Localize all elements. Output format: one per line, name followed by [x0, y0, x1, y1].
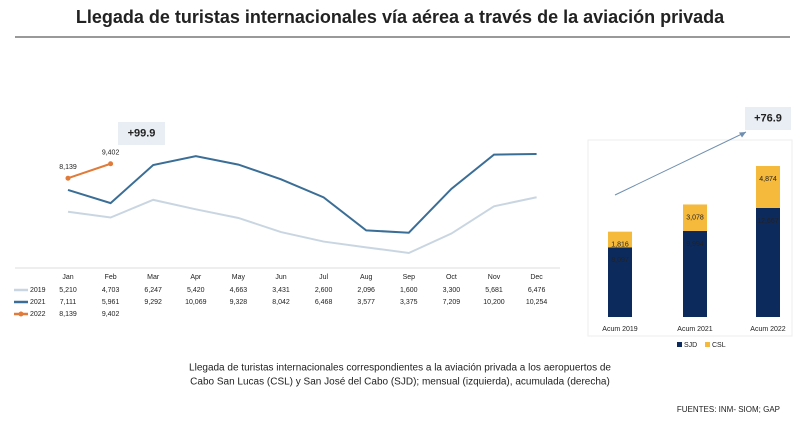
legend-label: SJD	[684, 342, 697, 349]
data-label: 8,097	[611, 257, 629, 264]
table-cell: 5,420	[187, 287, 205, 294]
trend-arrow	[614, 131, 747, 196]
table-cell: 3,300	[443, 287, 461, 294]
table-cell: 3,577	[357, 299, 375, 306]
bar-segment	[756, 207, 780, 317]
data-label: 3,078	[686, 214, 704, 221]
annotation-box	[745, 107, 791, 130]
series-line	[67, 153, 537, 234]
x-tick-label: Sep	[403, 274, 416, 281]
legend-label: 2021	[30, 299, 46, 306]
legend-swatch	[677, 342, 682, 347]
title: Llegada de turistas internacionales vía …	[76, 7, 725, 27]
x-tick-label: Aug	[360, 274, 373, 281]
table-cell: 5,961	[102, 299, 120, 306]
table-cell: 9,292	[144, 299, 162, 306]
table-cell: 4,703	[102, 287, 120, 294]
data-label: 1,816	[611, 242, 629, 249]
x-tick-label: Apr	[190, 274, 202, 281]
table-cell: 2,600	[315, 287, 333, 294]
table-cell: 9,328	[230, 299, 248, 306]
point-marker	[65, 175, 71, 181]
legend-label: 2022	[30, 311, 46, 318]
data-label: 12,667	[757, 218, 779, 225]
x-tick-label: Jul	[319, 274, 328, 281]
data-label: 4,874	[759, 176, 777, 183]
table-cell: 6,476	[528, 287, 546, 294]
bar-segment	[608, 247, 632, 317]
x-tick-label: Acum 2019	[602, 326, 638, 333]
table-cell: 6,468	[315, 299, 333, 306]
legend-label: 2019	[30, 287, 46, 294]
x-tick-label: Oct	[446, 274, 457, 281]
table-cell: 5,681	[485, 287, 503, 294]
legend-label: CSL	[712, 342, 726, 349]
table-cell: 7,209	[443, 299, 461, 306]
table-cell: 4,663	[230, 287, 248, 294]
data-label: 9,994	[686, 241, 704, 248]
series-line	[67, 196, 537, 255]
x-tick-label: Nov	[488, 274, 501, 281]
data-label: 9,402	[102, 150, 120, 157]
table-cell: 10,254	[526, 299, 548, 306]
table-cell: 7,111	[60, 299, 77, 306]
bar-segment	[683, 230, 707, 317]
table-cell: 1,600	[400, 287, 418, 294]
bar-segment	[683, 204, 707, 231]
x-tick-label: Feb	[105, 274, 117, 281]
table-cell: 8,139	[59, 311, 77, 318]
x-tick-label: Acum 2022	[750, 326, 786, 333]
point-marker	[108, 161, 114, 167]
table-cell: 6,247	[144, 287, 162, 294]
caption: Cabo San Lucas (CSL) y San José del Cabo…	[190, 377, 610, 388]
x-tick-label: Acum 2021	[677, 326, 713, 333]
x-tick-label: Mar	[147, 274, 160, 281]
series-line	[67, 162, 111, 180]
table-cell: 8,042	[272, 299, 290, 306]
table-cell: 5,210	[59, 287, 77, 294]
x-tick-label: May	[232, 274, 246, 281]
caption: Llegada de turistas internacionales corr…	[189, 363, 611, 374]
table-cell: 10,069	[185, 299, 207, 306]
legend-swatch	[705, 342, 710, 347]
annotation: +99.9	[128, 127, 156, 139]
bar-segment	[608, 231, 632, 248]
bar-segment	[756, 166, 780, 208]
table-cell: 10,200	[483, 299, 505, 306]
arrow-head	[739, 132, 746, 138]
x-tick-label: Dec	[530, 274, 543, 281]
legend-marker	[18, 311, 24, 317]
table-cell: 2,096	[357, 287, 375, 294]
annotation: +76.9	[754, 112, 782, 124]
x-tick-label: Jan	[62, 274, 73, 281]
source: FUENTES: INM- SIOM; GAP	[677, 405, 780, 414]
x-tick-label: Jun	[275, 274, 286, 281]
table-cell: 3,431	[272, 287, 290, 294]
data-label: 8,139	[59, 164, 77, 171]
table-cell: 3,375	[400, 299, 418, 306]
bar-frame	[587, 139, 793, 337]
table-cell: 9,402	[102, 311, 120, 318]
annotation-box	[118, 122, 165, 145]
